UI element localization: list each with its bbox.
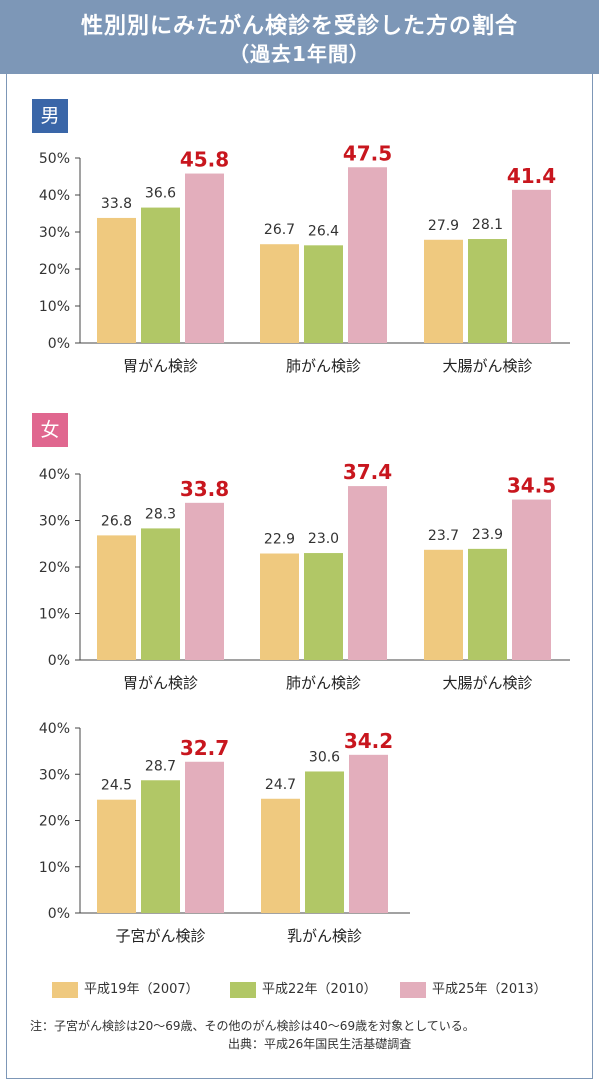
- bar-0-1-2: [348, 167, 387, 343]
- data-label-1-2-1: 23.9: [472, 527, 503, 543]
- title-banner: 性別別にみたがん検診を受診した方の割合 （過去1年間）: [0, 0, 599, 74]
- bar-1-0-1: [141, 528, 180, 660]
- category-label-1-2: 大腸がん検診: [442, 674, 532, 692]
- male-badge: 男: [32, 99, 68, 133]
- legend-item-2010: 平成22年（2010）: [230, 980, 377, 1000]
- bar-1-0-2: [185, 502, 224, 660]
- data-label-0-0-1: 36.6: [145, 186, 176, 202]
- y-tick-label-2-3: 30%: [39, 767, 70, 783]
- category-label-2-1: 乳がん検診: [287, 927, 362, 945]
- legend-label-2013: 平成25年（2013）: [432, 982, 547, 997]
- bar-0-2-2: [512, 189, 551, 343]
- data-label-0-0-2: 45.8: [180, 148, 229, 172]
- data-label-0-1-1: 26.4: [308, 223, 339, 239]
- bar-2-1-2: [349, 754, 388, 913]
- bar-2-1-0: [261, 798, 300, 913]
- bar-0-0-0: [97, 217, 136, 343]
- data-label-1-1-1: 23.0: [308, 531, 339, 547]
- y-tick-label-1-4: 40%: [39, 467, 70, 483]
- y-tick-label-2-0: 0%: [48, 906, 70, 922]
- bar-1-1-0: [260, 553, 299, 660]
- y-tick-label-0-2: 20%: [39, 262, 70, 278]
- legend-swatch-2007: [52, 981, 78, 998]
- bar-1-2-0: [424, 549, 463, 660]
- data-label-1-2-2: 34.5: [507, 474, 556, 498]
- legend-swatch-2013: [400, 981, 426, 998]
- bar-2-0-0: [97, 799, 136, 913]
- bar-0-1-1: [304, 245, 343, 343]
- chart-subtitle: （過去1年間）: [229, 42, 370, 66]
- data-label-1-2-0: 23.7: [428, 528, 459, 544]
- y-tick-label-0-5: 50%: [39, 151, 70, 167]
- female-badge: 女: [32, 413, 68, 447]
- y-tick-label-1-3: 30%: [39, 514, 70, 530]
- category-label-0-1: 肺がん検診: [286, 357, 361, 375]
- category-label-0-0: 胃がん検診: [123, 357, 198, 375]
- data-label-2-0-0: 24.5: [101, 778, 132, 794]
- footnote: 注：子宮がん検診は20～69歳、その他のがん検診は40～69歳を対象としている。: [30, 1019, 475, 1033]
- category-label-2-0: 子宮がん検診: [115, 927, 205, 945]
- y-tick-label-0-3: 30%: [39, 225, 70, 241]
- y-tick-label-2-4: 40%: [39, 721, 70, 737]
- source-note: 出典：平成26年国民生活基礎調査: [228, 1037, 412, 1051]
- data-label-2-1-1: 30.6: [309, 749, 340, 765]
- data-label-0-2-2: 41.4: [507, 164, 556, 188]
- bar-1-2-1: [468, 548, 507, 660]
- data-label-1-0-0: 26.8: [101, 513, 132, 529]
- data-label-1-0-1: 28.3: [145, 506, 176, 522]
- data-label-1-1-0: 22.9: [264, 532, 295, 548]
- bar-0-2-0: [424, 239, 463, 343]
- y-tick-label-1-0: 0%: [48, 653, 70, 669]
- y-tick-label-0-0: 0%: [48, 336, 70, 352]
- bar-2-1-1: [305, 771, 344, 913]
- data-label-1-1-2: 37.4: [343, 460, 392, 484]
- y-tick-label-0-1: 10%: [39, 299, 70, 315]
- data-label-0-1-0: 26.7: [264, 222, 295, 238]
- bar-1-1-1: [304, 553, 343, 660]
- data-label-1-0-2: 33.8: [180, 477, 229, 501]
- data-label-0-0-0: 33.8: [101, 196, 132, 212]
- data-label-2-0-2: 32.7: [180, 736, 229, 760]
- bar-0-2-1: [468, 239, 507, 343]
- data-label-0-2-1: 28.1: [472, 217, 503, 233]
- y-tick-label-2-2: 20%: [39, 814, 70, 830]
- bar-1-1-2: [348, 486, 387, 660]
- bar-1-2-2: [512, 499, 551, 660]
- bar-2-0-2: [185, 761, 224, 913]
- bar-1-0-0: [97, 535, 136, 660]
- data-label-2-1-0: 24.7: [265, 777, 296, 793]
- y-tick-label-1-2: 20%: [39, 560, 70, 576]
- y-tick-label-1-1: 10%: [39, 607, 70, 623]
- category-label-1-1: 肺がん検診: [286, 674, 361, 692]
- data-label-0-2-0: 27.9: [428, 218, 459, 234]
- legend-label-2007: 平成19年（2007）: [84, 982, 199, 997]
- chart-title: 性別別にみたがん検診を受診した方の割合: [80, 14, 518, 39]
- bar-0-0-1: [141, 207, 180, 343]
- y-tick-label-0-4: 40%: [39, 188, 70, 204]
- bar-0-0-2: [185, 173, 224, 343]
- category-label-0-2: 大腸がん検診: [442, 357, 532, 375]
- legend-swatch-2010: [230, 981, 256, 998]
- data-label-0-1-2: 47.5: [343, 141, 392, 165]
- legend-item-2007: 平成19年（2007）: [52, 980, 199, 1000]
- legend-item-2013: 平成25年（2013）: [400, 980, 547, 1000]
- category-label-1-0: 胃がん検診: [123, 674, 198, 692]
- bar-0-1-0: [260, 244, 299, 343]
- data-label-2-0-1: 28.7: [145, 758, 176, 774]
- data-label-2-1-2: 34.2: [344, 729, 393, 753]
- bar-2-0-1: [141, 780, 180, 913]
- y-tick-label-2-1: 10%: [39, 860, 70, 876]
- legend-label-2010: 平成22年（2010）: [262, 982, 377, 997]
